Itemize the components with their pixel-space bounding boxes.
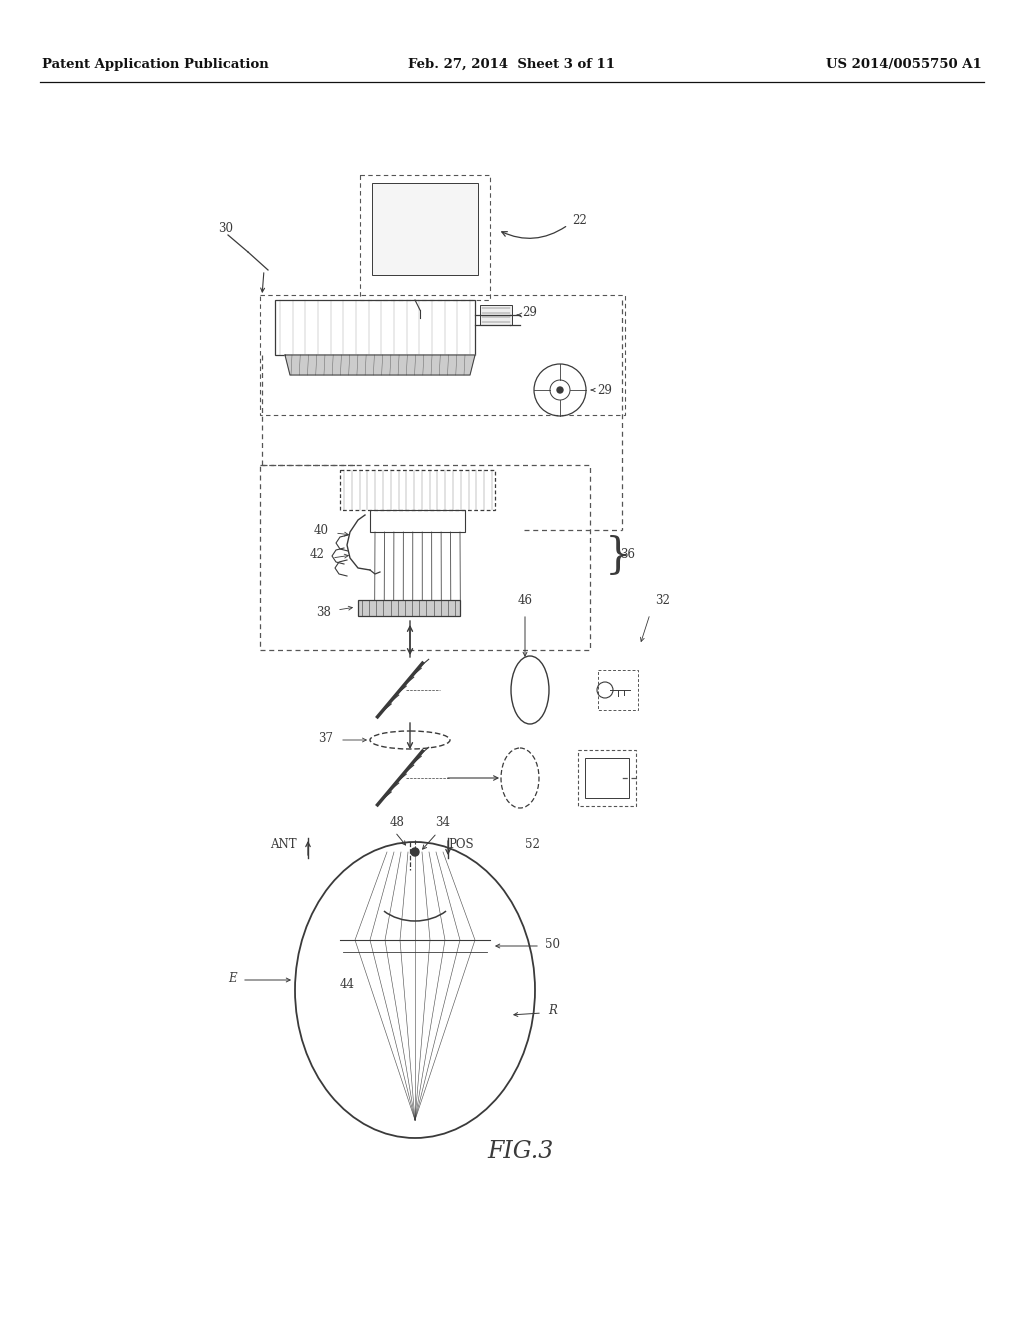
Bar xyxy=(585,758,629,799)
Text: }: } xyxy=(605,535,632,577)
Bar xyxy=(275,300,475,355)
Text: 37: 37 xyxy=(318,731,333,744)
Text: POS: POS xyxy=(449,838,474,851)
Text: R: R xyxy=(548,1003,557,1016)
Text: E: E xyxy=(228,972,237,985)
Circle shape xyxy=(411,847,419,855)
Text: 42: 42 xyxy=(310,549,325,561)
Text: 40: 40 xyxy=(314,524,329,536)
Bar xyxy=(260,294,625,414)
Bar xyxy=(598,671,638,710)
Bar xyxy=(340,470,495,510)
Bar xyxy=(370,510,465,532)
Bar xyxy=(360,176,490,300)
Text: 52: 52 xyxy=(525,838,540,851)
Text: Patent Application Publication: Patent Application Publication xyxy=(42,58,268,71)
Text: US 2014/0055750 A1: US 2014/0055750 A1 xyxy=(826,58,982,71)
Text: 50: 50 xyxy=(545,937,560,950)
Text: ANT: ANT xyxy=(270,838,297,851)
Polygon shape xyxy=(285,355,475,375)
Text: FIG.3: FIG.3 xyxy=(486,1140,553,1163)
Text: 48: 48 xyxy=(390,816,404,829)
Text: 34: 34 xyxy=(435,816,450,829)
Bar xyxy=(260,465,590,649)
Text: 46: 46 xyxy=(517,594,532,606)
Text: 44: 44 xyxy=(340,978,355,991)
Text: 36: 36 xyxy=(620,548,635,561)
Text: 22: 22 xyxy=(572,214,587,227)
Bar xyxy=(372,183,478,275)
Bar xyxy=(480,305,512,325)
Circle shape xyxy=(557,387,563,393)
Text: Feb. 27, 2014  Sheet 3 of 11: Feb. 27, 2014 Sheet 3 of 11 xyxy=(409,58,615,71)
Bar xyxy=(578,750,636,807)
Bar xyxy=(358,601,460,616)
Text: 29: 29 xyxy=(597,384,612,396)
Text: 38: 38 xyxy=(316,606,331,619)
Text: 29: 29 xyxy=(522,306,537,319)
Text: 32: 32 xyxy=(655,594,670,606)
Text: 30: 30 xyxy=(218,222,233,235)
